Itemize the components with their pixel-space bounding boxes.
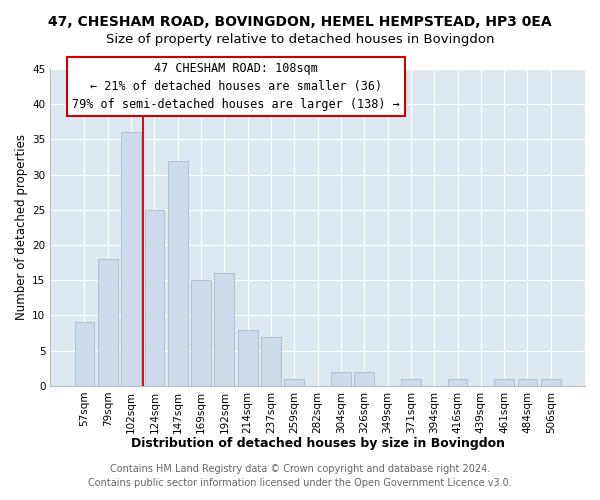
Bar	[518, 379, 538, 386]
Bar	[121, 132, 141, 386]
Bar	[74, 322, 94, 386]
Bar	[494, 379, 514, 386]
Bar	[214, 273, 234, 386]
Bar	[191, 280, 211, 386]
Text: Size of property relative to detached houses in Bovingdon: Size of property relative to detached ho…	[106, 32, 494, 46]
Text: 47 CHESHAM ROAD: 108sqm
← 21% of detached houses are smaller (36)
79% of semi-de: 47 CHESHAM ROAD: 108sqm ← 21% of detache…	[72, 62, 400, 111]
Bar	[261, 336, 281, 386]
Bar	[355, 372, 374, 386]
Y-axis label: Number of detached properties: Number of detached properties	[15, 134, 28, 320]
Bar	[541, 379, 560, 386]
Bar	[331, 372, 351, 386]
Bar	[98, 259, 118, 386]
Bar	[238, 330, 257, 386]
X-axis label: Distribution of detached houses by size in Bovingdon: Distribution of detached houses by size …	[131, 437, 505, 450]
Text: Contains HM Land Registry data © Crown copyright and database right 2024.
Contai: Contains HM Land Registry data © Crown c…	[88, 464, 512, 487]
Bar	[145, 210, 164, 386]
Bar	[401, 379, 421, 386]
Bar	[448, 379, 467, 386]
Text: 47, CHESHAM ROAD, BOVINGDON, HEMEL HEMPSTEAD, HP3 0EA: 47, CHESHAM ROAD, BOVINGDON, HEMEL HEMPS…	[48, 15, 552, 29]
Bar	[168, 160, 188, 386]
Bar	[284, 379, 304, 386]
